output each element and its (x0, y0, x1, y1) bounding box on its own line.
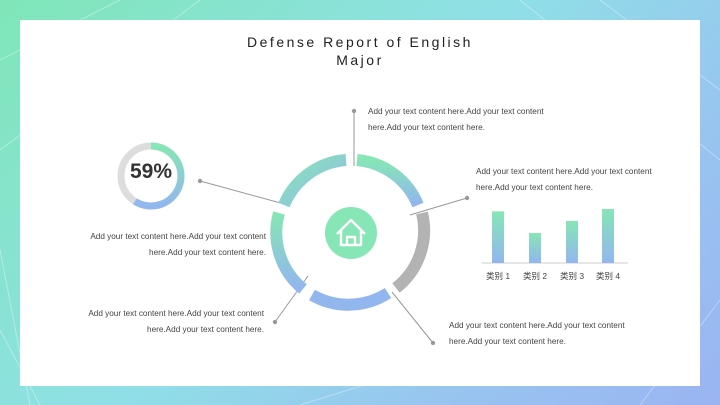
percent-label: 59% (129, 160, 173, 183)
ring-segment-top-left (278, 154, 347, 208)
category-label-4: 类别 4 (595, 271, 621, 281)
bar-3 (566, 221, 578, 263)
ring-segment-right (392, 211, 431, 293)
note-top: Add your text content here.Add your text… (368, 107, 544, 132)
category-label-1: 类别 1 (485, 271, 511, 281)
bar-2 (529, 233, 541, 263)
connector-dot-left (197, 178, 203, 184)
connector-dot-right (464, 195, 470, 201)
percent-donut-fill (133, 142, 185, 210)
connector-left (199, 180, 289, 206)
connector-dot-bottom-left (272, 319, 278, 325)
bar-4 (602, 209, 614, 263)
ring-segment-top-right (356, 154, 424, 208)
center-circle (325, 207, 377, 259)
connector-dot-bottom-right (430, 340, 436, 346)
bar-1 (492, 211, 504, 263)
category-label-3: 类别 3 (559, 271, 585, 281)
connector-bottom-right (391, 291, 434, 344)
note-bottom-left: Add your text content here.Add your text… (88, 309, 264, 334)
category-label-2: 类别 2 (522, 271, 548, 281)
note-bottom-right: Add your text content here.Add your text… (449, 321, 625, 346)
home-icon (336, 218, 366, 247)
connector-right (409, 197, 468, 216)
ring-segment-left (270, 211, 307, 294)
ring-segment-bottom (309, 287, 392, 311)
slide-title: Defense Report of English (247, 34, 473, 50)
note-right: Add your text content here.Add your text… (476, 167, 652, 192)
note-left: Add your text content here.Add your text… (90, 232, 266, 257)
slide-title-line2: Major (336, 52, 384, 68)
connector-dot-top (351, 108, 357, 114)
